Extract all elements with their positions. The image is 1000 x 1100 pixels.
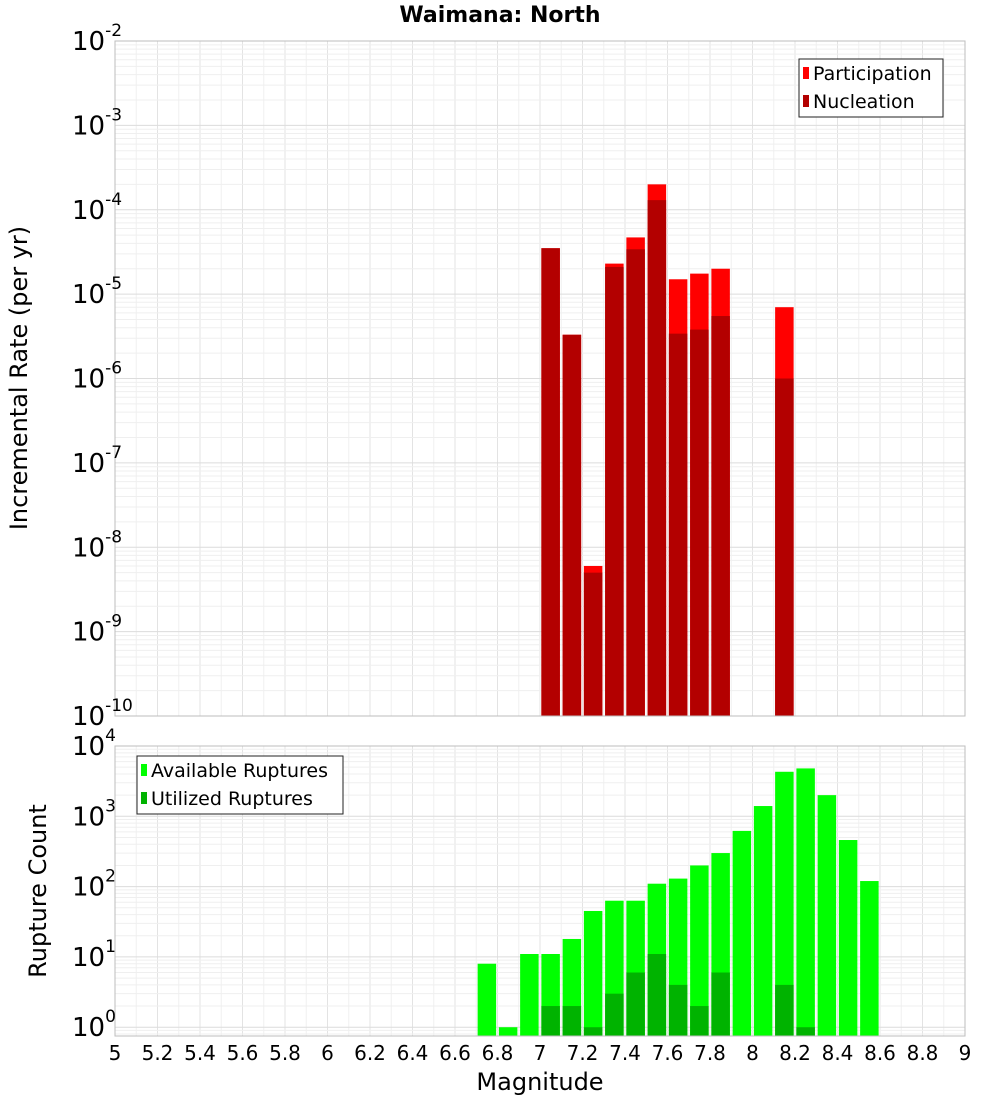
x-tick-label: 8.6 [864,1041,896,1065]
bar-utilized-ruptures [605,993,624,1036]
y-tick-label: 10-3 [72,105,122,141]
bar-available-ruptures [690,865,709,1036]
legend-swatch-participation [803,67,809,79]
bar-utilized-ruptures [583,1027,603,1036]
legend-label-participation: Participation [813,63,932,85]
bar-nucleation [605,266,624,716]
y-tick-label: 103 [72,796,116,832]
bar-nucleation [583,572,603,716]
y-tick-label: 10-9 [72,612,122,648]
y-tick-label: 10-5 [72,274,122,310]
bottom-legend: Available Ruptures Utilized Ruptures [136,755,344,815]
x-tick-label: 6 [321,1041,334,1065]
bar-available-ruptures [520,954,539,1036]
x-tick-label: 5.8 [269,1041,301,1065]
y-tick-label: 10-8 [72,527,122,563]
bar-utilized-ruptures [668,984,688,1036]
x-tick-label: 8.8 [907,1041,939,1065]
x-tick-label: 7 [534,1041,547,1065]
bar-utilized-ruptures [711,972,730,1036]
x-tick-label: 8 [746,1041,759,1065]
x-tick-label: 7.4 [609,1041,641,1065]
y-tick-label: 102 [72,867,116,903]
bar-nucleation [647,200,667,716]
bottom-bars [477,768,879,1036]
x-tick-label: 6.4 [397,1041,429,1065]
x-tick-labels: 5 5.2 5.4 5.6 5.8 6 6.2 6.4 6.6 6.8 7 7.2 7.4 7.6 7.8 8… [109,1041,972,1065]
bar-available-ruptures [498,1027,518,1036]
bar-utilized-ruptures [541,1006,560,1036]
x-tick-label: 5 [109,1041,122,1065]
y-tick-label: 101 [72,937,116,973]
bar-utilized-ruptures [626,972,645,1036]
bottom-y-tick-labels: 100 101 102 103 104 [72,726,116,1043]
x-axis-label: Magnitude [476,1068,603,1096]
x-tick-label: 6.8 [482,1041,514,1065]
y-tick-label: 10-6 [72,359,122,395]
bar-nucleation [711,316,730,716]
legend-label-nucleation: Nucleation [813,91,915,113]
bar-available-ruptures [775,771,794,1036]
y-tick-label: 10-2 [72,21,122,57]
bar-nucleation [775,378,794,716]
x-tick-label: 6.6 [439,1041,471,1065]
bar-utilized-ruptures [775,984,794,1036]
top-y-tick-labels: 10-10 10-9 10-8 10-7 10-6 10-5 10-4 10-3 10-2 [72,21,133,732]
legend-swatch-available [141,764,147,776]
y-tick-label: 10-4 [72,190,122,226]
bar-nucleation [626,249,645,716]
bar-available-ruptures [838,840,858,1036]
legend-label-available: Available Ruptures [151,760,328,782]
bar-utilized-ruptures [647,954,667,1036]
bottom-plot-border [114,745,966,1037]
bar-available-ruptures [732,830,752,1036]
bar-nucleation [668,333,688,716]
x-tick-label: 5.2 [142,1041,174,1065]
x-tick-label: 5.4 [184,1041,216,1065]
x-tick-label: 7.8 [694,1041,726,1065]
bar-utilized-ruptures [562,1006,582,1036]
bar-available-ruptures [583,910,603,1036]
y-tick-label: 10-7 [72,443,122,479]
x-tick-label: 6.2 [354,1041,386,1065]
top-legend-box [798,58,944,118]
y-tick-label: 10-10 [72,696,133,732]
x-tick-label: 7.2 [567,1041,599,1065]
bar-available-ruptures [477,963,497,1036]
top-plot-border [114,40,966,717]
x-tick-label: 8.4 [822,1041,854,1065]
legend-swatch-utilized [141,792,147,804]
y-tick-label: 100 [72,1007,116,1043]
legend-label-utilized: Utilized Ruptures [151,788,313,810]
x-tick-label: 5.6 [227,1041,259,1065]
bottom-y-axis-label: Rupture Count [24,804,52,978]
bar-available-ruptures [753,806,773,1036]
top-grid [114,41,966,717]
x-tick-label: 8.2 [779,1041,811,1065]
top-y-axis-label: Incremental Rate (per yr) [5,226,33,530]
bar-nucleation [690,329,709,716]
bar-available-ruptures [860,881,879,1036]
top-bars [541,184,794,717]
top-legend: Participation Nucleation [798,58,944,118]
bar-utilized-ruptures [690,1006,709,1036]
bottom-legend-box [136,755,344,815]
y-tick-label: 104 [72,726,116,762]
bar-utilized-ruptures [796,1027,815,1036]
bar-nucleation [541,248,560,717]
bar-available-ruptures [817,795,837,1036]
bar-available-ruptures [796,768,815,1036]
bar-nucleation [562,334,582,716]
x-tick-label: 7.6 [652,1041,684,1065]
chart-title: Waimana: North [399,3,600,28]
x-tick-label: 9 [959,1041,972,1065]
legend-swatch-nucleation [803,95,809,107]
